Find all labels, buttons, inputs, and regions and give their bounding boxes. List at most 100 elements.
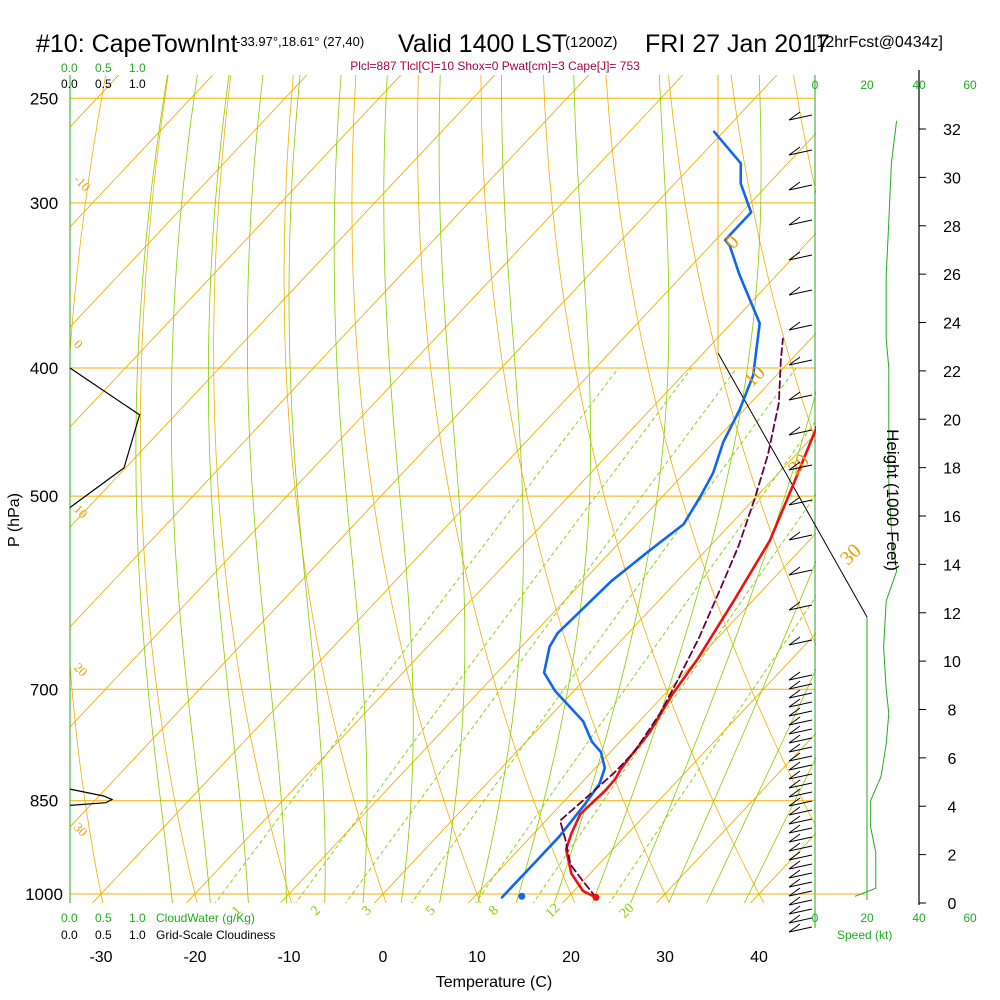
wind-barb-flag [788, 752, 801, 762]
wind-barb-flag [788, 860, 801, 870]
moist-adiabat--16 [170, 75, 211, 903]
wind-barb-flag [788, 896, 801, 906]
wind-barb [788, 737, 813, 744]
wind-barb [788, 464, 813, 471]
moist-adiabat-8 [438, 75, 466, 903]
isotherm-20 [561, 632, 816, 903]
isotherm-0 [373, 432, 816, 903]
wind-barb-flag [788, 842, 801, 852]
wind-barb [788, 809, 813, 816]
mixing-ratio-label-20: 20 [617, 901, 638, 922]
height-tick-26: 26 [943, 267, 961, 284]
dry-adiabat-30 [480, 75, 670, 903]
top-black-tick-1: 0.5 [95, 77, 112, 91]
top-black-tick-2: 1.0 [129, 77, 146, 91]
cloudwater-tick-2: 1.0 [129, 911, 146, 925]
moist-adiabat--20 [135, 75, 173, 903]
height-tick-6: 6 [948, 751, 957, 768]
mixing-ratio-line-2 [295, 367, 692, 903]
wind-barb-flag [788, 531, 801, 541]
top-green-tick-2: 1.0 [129, 61, 146, 75]
isotherm--20 [185, 232, 816, 903]
wind-barb-flag [788, 391, 801, 401]
height-tick-10: 10 [943, 654, 961, 671]
wind-barb [788, 719, 813, 726]
wind-barb-flag [788, 321, 801, 331]
surface-dewpoint-dot [518, 892, 526, 900]
mixing-ratio-label-5: 5 [423, 903, 439, 919]
wind-barb [788, 791, 813, 798]
wind-barb [788, 755, 813, 762]
temperature-tick--30: -30 [89, 949, 112, 966]
top-black-tick-0: 0.0 [61, 77, 78, 91]
speed-top-0: 0 [812, 78, 819, 92]
cloudiness-scale: 0.0 0.5 1.0 Grid-Scale Cloudiness [61, 928, 275, 942]
isotherm--60 [70, 75, 590, 628]
dry-adiabat--20 [139, 75, 198, 903]
temperature-tick-0: 0 [379, 949, 388, 966]
wind-barb-flag [788, 923, 801, 933]
wind-barb-flag [788, 216, 801, 226]
height-tick-0: 0 [948, 896, 957, 913]
cloudiness-tick-2: 1.0 [129, 928, 146, 942]
wind-barb-flag [788, 914, 801, 924]
wind-barb-flag [788, 878, 801, 888]
pressure-tick-250: 250 [30, 89, 58, 108]
wind-barb [788, 324, 813, 331]
speed-bottom-1: 20 [860, 911, 874, 925]
wind-barb [788, 926, 813, 933]
height-tick-32: 32 [943, 122, 961, 139]
dewpoint-curve [500, 130, 762, 899]
moist-adiabat--8 [246, 75, 287, 903]
speed-label: Speed (kt) [837, 928, 892, 942]
isotherm-50 [832, 75, 1000, 917]
mixing-ratio-label-12: 12 [543, 901, 564, 922]
temperature-tick-10: 10 [468, 949, 486, 966]
upper-cloud [69, 367, 141, 508]
wind-barb-flag [788, 566, 801, 576]
isotherm--100 [70, 75, 214, 228]
wind-barb-flag [788, 707, 801, 717]
pressure-tick-1000: 1000 [25, 885, 63, 904]
temperature-curve [564, 425, 816, 899]
speed-scale: 0 20 40 60 0 20 40 60 Speed (kt) [812, 78, 977, 942]
wind-barb-flag [788, 111, 801, 121]
dry-adiabat-60 [668, 75, 816, 646]
isotherm-label-left-0: -10 [71, 172, 94, 195]
dry-adiabat-100 [919, 75, 1000, 917]
wind-barb-flag [788, 636, 801, 646]
wind-barb-flag [788, 734, 801, 744]
wind-barb-flag [788, 689, 801, 699]
isotherm--80 [70, 75, 402, 428]
height-tick-28: 28 [943, 219, 961, 236]
dry-adiabat-50 [605, 75, 816, 828]
dry-adiabat-90 [856, 75, 1000, 917]
wind-barb [788, 254, 813, 261]
lower-cloud [69, 788, 114, 806]
wind-barb [788, 863, 813, 870]
cloudwater-tick-0: 0.0 [61, 911, 78, 925]
wind-barb [788, 710, 813, 717]
dry-adiabat-20 [417, 75, 576, 903]
moist-adiabat-40 [744, 757, 816, 903]
wind-barb-flag [788, 743, 801, 753]
wind-barb [788, 604, 813, 611]
temperature-tick-20: 20 [562, 949, 580, 966]
dry-adiabat--30 [70, 75, 107, 903]
wind-barb [788, 746, 813, 753]
wind-barb-flag [788, 815, 801, 825]
dry-adiabat-110 [981, 75, 1000, 917]
cloudiness-tick-1: 0.5 [95, 928, 112, 942]
wind-barb [788, 764, 813, 771]
cloudwater-tick-1: 0.5 [95, 911, 112, 925]
wind-barb-flag [788, 601, 801, 611]
height-axis-label: Height (1000 Feet) [883, 429, 902, 571]
wind-barb-flag [788, 770, 801, 780]
mixing-ratio-line-1 [214, 367, 619, 903]
sounding-indices: Plcl=887 Tlcl[C]=10 Shox=0 Pwat[cm]=3 Ca… [350, 59, 640, 73]
wind-barb [788, 818, 813, 825]
moist-adiabat-16 [515, 75, 591, 903]
